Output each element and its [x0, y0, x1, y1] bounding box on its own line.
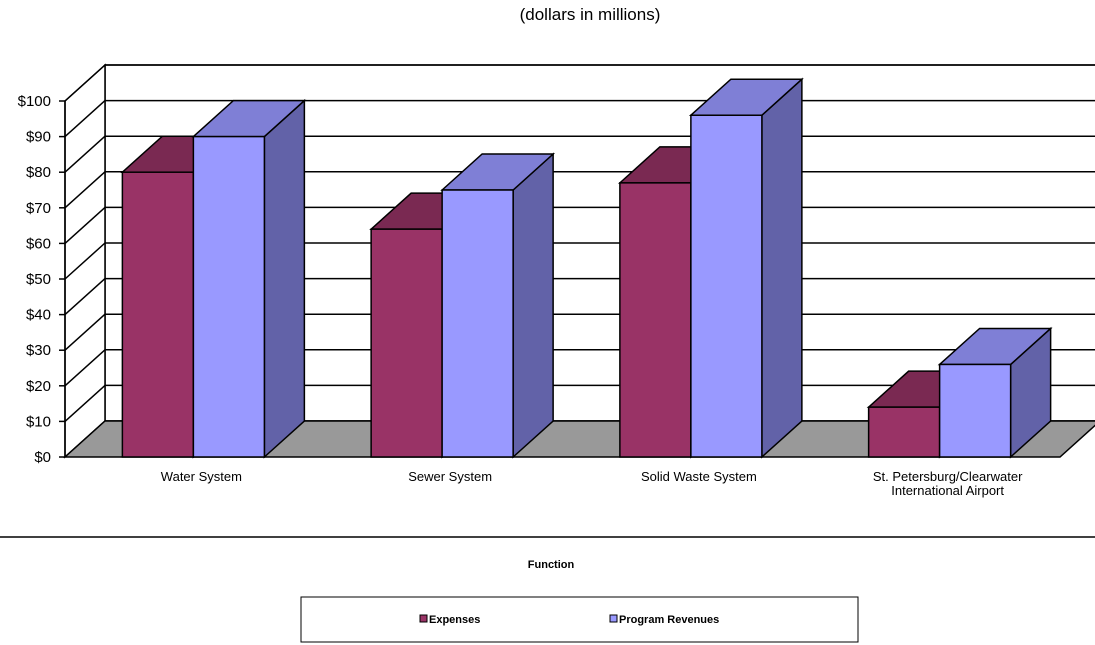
bar-front: [867, 406, 941, 458]
legend-swatch: [419, 614, 428, 623]
y-tick-label: $100: [18, 93, 51, 110]
gridline-side: [64, 135, 106, 173]
x-tick-label-line: Water System: [161, 469, 242, 484]
bar-program-revenues: [688, 77, 804, 459]
y-tick-label: $30: [26, 342, 51, 359]
x-tick-label-line: Sewer System: [408, 469, 492, 484]
bar-front: [619, 182, 692, 458]
bar-side: [512, 152, 554, 459]
legend-label: Program Revenues: [619, 614, 719, 626]
bar-front: [938, 363, 1012, 458]
x-tick-label-line: International Airport: [891, 483, 1004, 498]
bar-program-revenues: [440, 152, 556, 459]
bar-program-revenues: [191, 98, 307, 459]
y-tick-label: $10: [26, 413, 51, 430]
bar-side: [761, 77, 803, 459]
bar-front: [370, 228, 443, 458]
bar-front: [121, 171, 195, 458]
x-tick-label-line: Solid Waste System: [641, 469, 757, 484]
gridline-side: [64, 384, 106, 422]
gridline-side: [64, 206, 106, 244]
legend-label: Expenses: [429, 614, 480, 626]
legend: Expenses Program Revenues: [300, 596, 859, 643]
y-tick-label: $20: [26, 378, 51, 395]
bar-front: [441, 189, 514, 458]
bar-program-revenues: [937, 326, 1053, 459]
x-tick-label: Water System: [161, 469, 242, 484]
bar-front: [690, 114, 763, 458]
x-tick-label: Solid Waste System: [641, 469, 757, 484]
y-tick-label: $80: [26, 164, 51, 181]
x-tick-label: St. Petersburg/Clearwater International A…: [873, 469, 1023, 498]
gridline-side: [64, 100, 106, 138]
y-tick-label: $40: [26, 307, 51, 324]
plot-area: $0 $10 $20 $30 $40 $50 $60 $70 $80 $90 $100 Water S…: [18, 63, 1095, 498]
gridline-side: [64, 313, 106, 351]
chart-subtitle: (dollars in millions): [520, 5, 661, 24]
y-tick-label: $70: [26, 200, 51, 217]
x-tick-label: Sewer System: [408, 469, 492, 484]
y-tick-label: $90: [26, 129, 51, 146]
legend-swatch: [609, 614, 618, 623]
x-axis-label: Function: [528, 559, 575, 571]
y-tick-label: $0: [34, 449, 51, 466]
bar-front: [192, 135, 266, 458]
x-tick-label-line: St. Petersburg/Clearwater: [873, 469, 1023, 484]
y-tick-label: $50: [26, 271, 51, 288]
gridline-side: [64, 242, 106, 280]
gridline-side: [64, 64, 106, 102]
gridline-side: [64, 171, 106, 209]
gridline-side: [64, 278, 106, 316]
legend-box: [300, 596, 859, 643]
bar-side: [263, 98, 306, 459]
y-tick-label: $60: [26, 235, 51, 252]
gridline-side: [64, 349, 106, 387]
